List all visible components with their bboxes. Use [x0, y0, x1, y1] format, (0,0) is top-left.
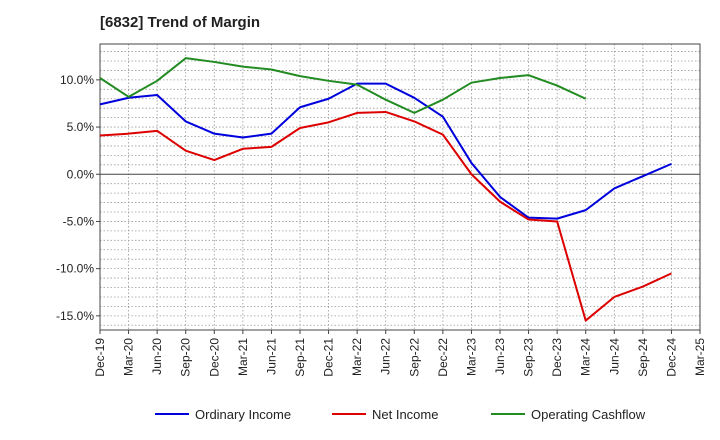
x-tick-label: Dec-20 — [207, 338, 221, 377]
y-tick-label: 0.0% — [67, 167, 95, 181]
series-line-net-income — [99, 110, 672, 322]
legend-item-operating-cashflow: Operating Cashflow — [491, 407, 646, 422]
x-tick-label: Mar-21 — [236, 338, 250, 376]
grid — [99, 44, 701, 330]
x-tick-label: Jun-23 — [493, 338, 507, 375]
y-tick-label: -5.0% — [63, 214, 95, 228]
x-tick-label: Sep-20 — [179, 338, 193, 377]
x-tick-label: Jun-24 — [607, 338, 621, 375]
y-tick-label: -15.0% — [56, 309, 94, 323]
legend-item-ordinary-income: Ordinary Income — [155, 407, 291, 422]
x-tick-label: Jun-20 — [150, 338, 164, 375]
x-tick-label: Sep-21 — [293, 338, 307, 377]
chart-title: [6832] Trend of Margin — [100, 14, 261, 31]
x-tick-label: Mar-20 — [122, 338, 136, 376]
x-tick-label: Dec-23 — [550, 338, 564, 377]
legend: Ordinary Income Net Income Operating Cashf… — [155, 407, 646, 422]
y-tick-label: 5.0% — [67, 120, 95, 134]
legend-item-net-income: Net Income — [332, 407, 438, 422]
x-tick-label: Dec-22 — [436, 338, 450, 377]
plot-frame — [99, 43, 701, 331]
x-tick-label: Mar-24 — [579, 338, 593, 376]
y-tick-label: -10.0% — [56, 262, 94, 276]
x-tick-label: Dec-24 — [664, 338, 678, 377]
series-line-operating-cashflow — [99, 57, 587, 114]
x-tick-label: Dec-21 — [322, 338, 336, 377]
x-tick-label: Mar-22 — [350, 338, 364, 376]
series-line-ordinary-income — [99, 82, 672, 220]
legend-label: Net Income — [372, 407, 438, 422]
x-tick-label: Mar-25 — [693, 338, 707, 376]
x-tick-label: Jun-21 — [264, 338, 278, 375]
legend-label: Ordinary Income — [195, 407, 291, 422]
x-tick-label: Sep-24 — [636, 338, 650, 377]
series-lines — [99, 57, 672, 322]
x-tick-label: Mar-23 — [464, 338, 478, 376]
axes: 10.0% 5.0% 0.0% -5.0% -10.0% -15.0% Dec-19 Mar-… — [56, 43, 707, 377]
x-tick-label: Dec-19 — [93, 338, 107, 377]
x-tick-label: Sep-23 — [522, 338, 536, 377]
legend-label: Operating Cashflow — [531, 407, 646, 422]
x-tick-label: Jun-22 — [379, 338, 393, 375]
x-tick-label: Sep-22 — [407, 338, 421, 377]
y-tick-label: 10.0% — [60, 73, 94, 87]
